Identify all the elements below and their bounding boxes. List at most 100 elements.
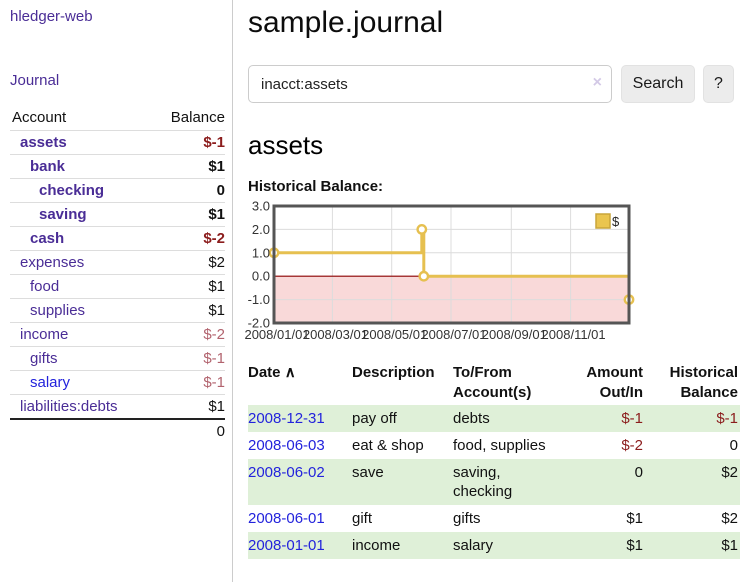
transaction-balance: $1 <box>721 537 738 554</box>
clear-search-icon[interactable]: × <box>592 74 602 91</box>
accounts-total-row: 0 <box>10 418 225 443</box>
accounts-total-balance: 0 <box>151 418 225 443</box>
account-link-saving[interactable]: saving <box>39 206 87 223</box>
register-header-amount: Amount Out/In <box>586 364 643 401</box>
chart-title: Historical Balance: <box>248 178 384 195</box>
register-header-date[interactable]: Date ∧ <box>248 364 296 381</box>
transaction-description: gift <box>352 510 373 527</box>
account-row-supplies: supplies $1 <box>10 298 225 323</box>
account-row-assets: assets $-1 <box>10 130 225 155</box>
account-link-income[interactable]: income <box>20 326 69 343</box>
account-row-cash: cash $-2 <box>10 226 225 251</box>
svg-text:-2.0: -2.0 <box>248 316 270 331</box>
search-button[interactable]: Search <box>621 65 695 103</box>
main-content: sample.journal × Search ? assets Histori… <box>233 0 742 582</box>
account-link-salary[interactable]: salary <box>30 374 71 391</box>
svg-text:2008/03/01: 2008/03/01 <box>303 327 368 342</box>
transaction-amount: $-1 <box>621 410 643 427</box>
account-row-expenses: expenses $2 <box>10 250 225 275</box>
app-title-link[interactable]: hledger-web <box>10 8 93 25</box>
register-row: 2008-06-03 eat & shop food, supplies $-2… <box>248 432 740 459</box>
transaction-balance: 0 <box>729 437 738 454</box>
account-link-food[interactable]: food <box>30 278 60 295</box>
account-row-income: income $-2 <box>10 322 225 347</box>
legend-label: $ <box>612 214 620 229</box>
account-balance: $1 <box>151 274 225 299</box>
account-row-salary: salary $-1 <box>10 370 225 395</box>
account-row-food: food $1 <box>10 274 225 299</box>
transaction-balance: $-1 <box>716 410 738 427</box>
svg-text:-1.0: -1.0 <box>248 292 270 307</box>
transaction-date-link[interactable]: 2008-06-02 <box>248 464 325 481</box>
account-link-expenses[interactable]: expenses <box>20 254 85 271</box>
svg-text:2008/01/01: 2008/01/01 <box>245 327 310 342</box>
svg-text:2008/09/01: 2008/09/01 <box>482 327 547 342</box>
transaction-balance: $2 <box>721 464 738 481</box>
account-row-saving: saving $1 <box>10 202 225 227</box>
account-balance: $1 <box>151 154 225 179</box>
register-header-balance: Historical Balance <box>669 364 738 401</box>
sidebar-item-journal[interactable]: Journal <box>10 72 60 89</box>
register-row: 2008-06-01 gift gifts $1 $2 <box>248 505 740 532</box>
legend-swatch-icon <box>595 213 611 229</box>
register-table: Date ∧ Description To/From Account(s) Am… <box>248 361 740 559</box>
transaction-date-link[interactable]: 2008-06-01 <box>248 510 325 527</box>
chart-x-axis-labels: 2008/01/01 2008/03/01 2008/05/01 2008/07… <box>245 327 606 342</box>
svg-text:3.0: 3.0 <box>252 201 270 214</box>
register-header-accounts: To/From Account(s) <box>453 364 532 401</box>
account-balance: 0 <box>151 178 225 203</box>
account-link-bank[interactable]: bank <box>30 158 66 175</box>
account-link-liabilities-debts[interactable]: liabilities:debts <box>20 398 118 415</box>
account-balance: $-2 <box>151 322 225 347</box>
transaction-accounts: saving, checking <box>453 464 513 500</box>
transaction-amount: 0 <box>634 464 643 481</box>
account-row-liabilities-debts: liabilities:debts $1 <box>10 394 225 419</box>
accounts-header-account: Account <box>12 109 67 126</box>
account-balance: $2 <box>151 250 225 275</box>
account-heading: assets <box>248 130 324 160</box>
account-balance: $-1 <box>151 370 225 395</box>
svg-text:1.0: 1.0 <box>252 245 270 260</box>
account-link-assets[interactable]: assets <box>20 134 67 151</box>
chart-y-axis-labels: 3.0 2.0 1.0 0.0 -1.0 -2.0 <box>248 201 270 331</box>
account-row-bank: bank $1 <box>10 154 225 179</box>
transaction-description: pay off <box>352 410 397 427</box>
search-input[interactable] <box>248 65 612 103</box>
transaction-accounts: gifts <box>453 510 481 527</box>
account-balance: $1 <box>151 394 225 419</box>
register-header-description: Description <box>352 364 435 381</box>
account-balance: $1 <box>151 202 225 227</box>
sort-ascending-icon: ∧ <box>284 364 296 381</box>
svg-text:0.0: 0.0 <box>252 269 270 284</box>
account-link-supplies[interactable]: supplies <box>30 302 86 319</box>
svg-text:2.0: 2.0 <box>252 222 270 237</box>
transaction-accounts: salary <box>453 537 494 554</box>
account-balance: $-1 <box>151 346 225 371</box>
account-balance: $-2 <box>151 226 225 251</box>
register-row: 2008-12-31 pay off debts $-1 $-1 <box>248 405 740 432</box>
transaction-balance: $2 <box>721 510 738 527</box>
transaction-date-link[interactable]: 2008-12-31 <box>248 410 325 427</box>
account-link-checking[interactable]: checking <box>39 182 105 199</box>
historical-balance-chart: $ 3.0 2.0 1.0 0.0 -1.0 -2.0 2008/01/01 2… <box>245 201 635 342</box>
search-form: × Search ? <box>248 65 742 103</box>
help-button[interactable]: ? <box>703 65 734 103</box>
transaction-date-link[interactable]: 2008-06-03 <box>248 437 325 454</box>
transaction-date-link[interactable]: 2008-01-01 <box>248 537 325 554</box>
transaction-accounts: debts <box>453 410 490 427</box>
register-row: 2008-06-02 save saving, checking 0 $2 <box>248 459 740 505</box>
register-header-row: Date ∧ Description To/From Account(s) Am… <box>248 361 740 405</box>
account-link-gifts[interactable]: gifts <box>30 350 58 367</box>
accounts-table: Account Balance assets $-1 bank $1 check… <box>10 106 225 443</box>
account-balance: $1 <box>151 298 225 323</box>
transaction-description: eat & shop <box>352 437 424 454</box>
transaction-amount: $-2 <box>621 437 643 454</box>
page-title: sample.journal <box>248 6 444 39</box>
sidebar: hledger-web Journal Account Balance asse… <box>0 0 233 582</box>
svg-text:2008/11/01: 2008/11/01 <box>542 327 606 342</box>
svg-text:2008/05/01: 2008/05/01 <box>362 327 427 342</box>
register-row: 2008-01-01 income salary $1 $1 <box>248 532 740 559</box>
account-row-gifts: gifts $-1 <box>10 346 225 371</box>
account-link-cash[interactable]: cash <box>30 230 65 247</box>
accounts-header-row: Account Balance <box>10 106 225 131</box>
